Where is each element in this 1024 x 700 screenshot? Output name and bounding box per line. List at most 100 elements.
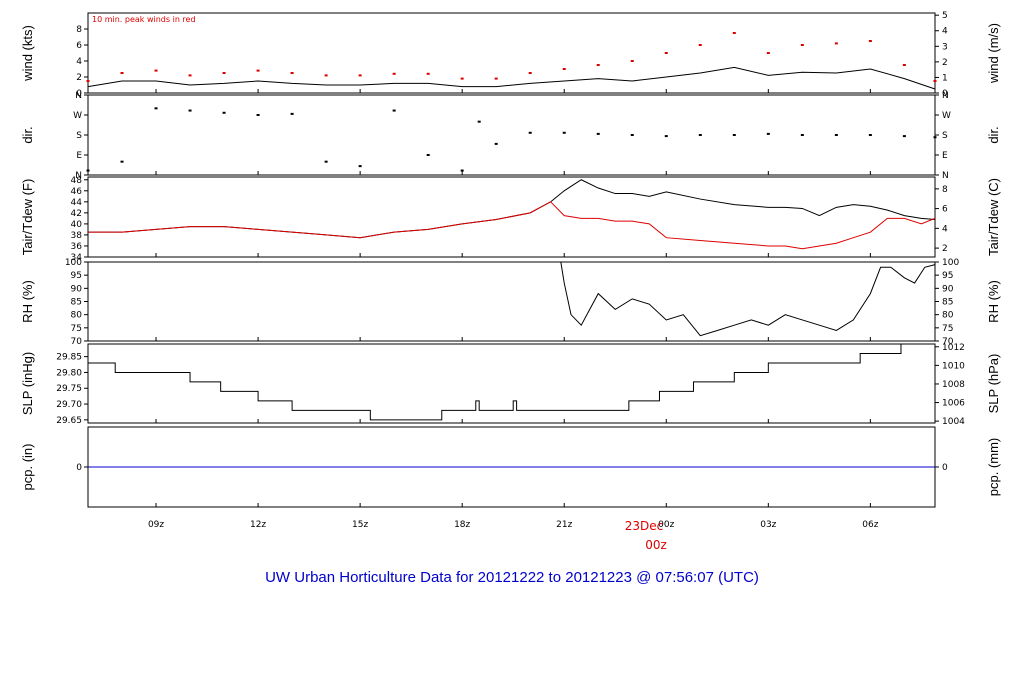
page-title: UW Urban Horticulture Data for 20121222 … [265,569,759,586]
y-label-left: wind (kts) [20,25,35,82]
peak-wind-point [664,52,668,54]
panel-frame [87,343,936,424]
dir-point [630,134,634,136]
left-tick-label: 80 [71,311,83,321]
right-tick-label: 80 [942,311,954,321]
left-tick-label: 4 [76,57,82,67]
dir-point [494,142,498,145]
peak-wind-point [902,64,906,66]
right-tick-label: 1008 [942,380,965,390]
x-tick-label: 15z [352,520,368,530]
peak-wind-point [834,42,838,45]
left-tick-label: 34 [71,253,83,263]
dir-point [460,169,464,172]
right-tick-label: N [942,91,949,101]
left-tick-label: 100 [65,258,82,268]
left-tick-label: 42 [71,209,82,219]
dir-point [358,165,362,168]
left-tick-label: 29.80 [56,368,82,378]
y-label-right: Tair/Tdew (C) [986,178,1001,256]
peak-wind-point [868,40,872,42]
left-tick-label: N [75,91,82,101]
left-tick-label: 85 [71,298,82,308]
right-tick-label: 3 [942,42,948,52]
dir-point [528,131,532,134]
dir-point [290,112,294,115]
panel-rh: 70 75 80 85 90 95 100 70 75 80 85 90 95 100 RH (%) RH (… [20,258,1001,347]
right-tick-label: E [942,151,948,161]
right-tick-label: 95 [942,271,953,281]
left-tick-label: 36 [71,242,83,252]
x-tick-label: 00z [658,520,674,530]
left-tick-label: 29.85 [56,353,82,363]
panel-wind: 0 2 4 6 8 0 1 2 3 4 5 wind (kts) wind (m/s) [20,11,1001,99]
peak-wind-point [426,72,430,75]
temp-series-line [88,179,936,239]
dir-point [256,114,260,116]
peak-wind-point [562,68,566,70]
panel-frame [87,94,936,176]
dir-point [902,135,906,138]
peak-wind-point [358,74,362,77]
x-axis: 09z 12z 15z 18z 21z 00z 03z 06z [148,89,879,530]
right-tick-label: W [942,111,951,121]
peak-wind-point [732,32,736,34]
left-tick-label: 38 [71,231,83,241]
dir-point [834,134,838,136]
right-tick-label: S [942,131,948,141]
peak-wind-point [154,69,158,72]
dir-point [222,111,226,114]
right-tick-label: 2 [942,58,948,68]
right-tick-label: 1004 [942,417,965,427]
left-tick-label: 29.65 [56,416,82,426]
y-label-right: pcp. (mm) [986,438,1001,497]
y-label-right: dir. [986,126,1001,143]
peak-wind-point [698,44,702,46]
x-tick-label: 12z [250,520,266,530]
wind-series-line [87,66,936,90]
dir-point [188,109,192,112]
peak-wind-note: 10 min. peak winds in red [92,15,196,24]
left-tick-label: E [76,151,82,161]
panel-frame [87,12,936,94]
x-tick-label: 09z [148,520,164,530]
date-marker-hour: 00z [645,538,667,552]
right-tick-label: 1006 [942,399,965,409]
y-label-right: RH (%) [986,280,1001,323]
dir-point [562,131,566,134]
left-tick-label: 29.75 [56,384,82,394]
peak-wind-point [933,80,937,82]
right-tick-label: 5 [942,11,948,21]
panel-slp: 29.65 29.70 29.75 29.80 29.85 1004 1006 1008 101… [20,343,1001,427]
right-tick-label: 75 [942,324,953,334]
right-tick-label: 70 [942,337,954,347]
dir-point [86,169,90,172]
left-tick-label: 95 [71,271,82,281]
right-tick-label: 8 [942,185,948,195]
temp-series-line [88,201,936,250]
dir-point [698,134,702,136]
peak-wind-point [86,80,90,82]
left-tick-label: 46 [71,187,83,197]
peak-wind-point [256,69,260,72]
x-tick-label: 21z [556,520,572,530]
left-tick-label: 29.70 [56,400,82,410]
rh-series-line [560,261,936,337]
y-label-left: pcp. (in) [20,444,35,491]
dir-point [664,135,668,138]
x-tick-label: 18z [454,520,470,530]
right-tick-label: 85 [942,298,953,308]
right-tick-label: 1 [942,73,948,83]
y-label-left: RH (%) [20,280,35,323]
dir-point [154,107,158,110]
left-tick-label: 70 [71,337,83,347]
left-tick-label: 48 [71,176,83,186]
left-tick-label: 2 [76,73,82,83]
left-tick-label: N [75,171,82,181]
y-label-left: dir. [20,126,35,143]
peak-wind-point [596,64,600,66]
